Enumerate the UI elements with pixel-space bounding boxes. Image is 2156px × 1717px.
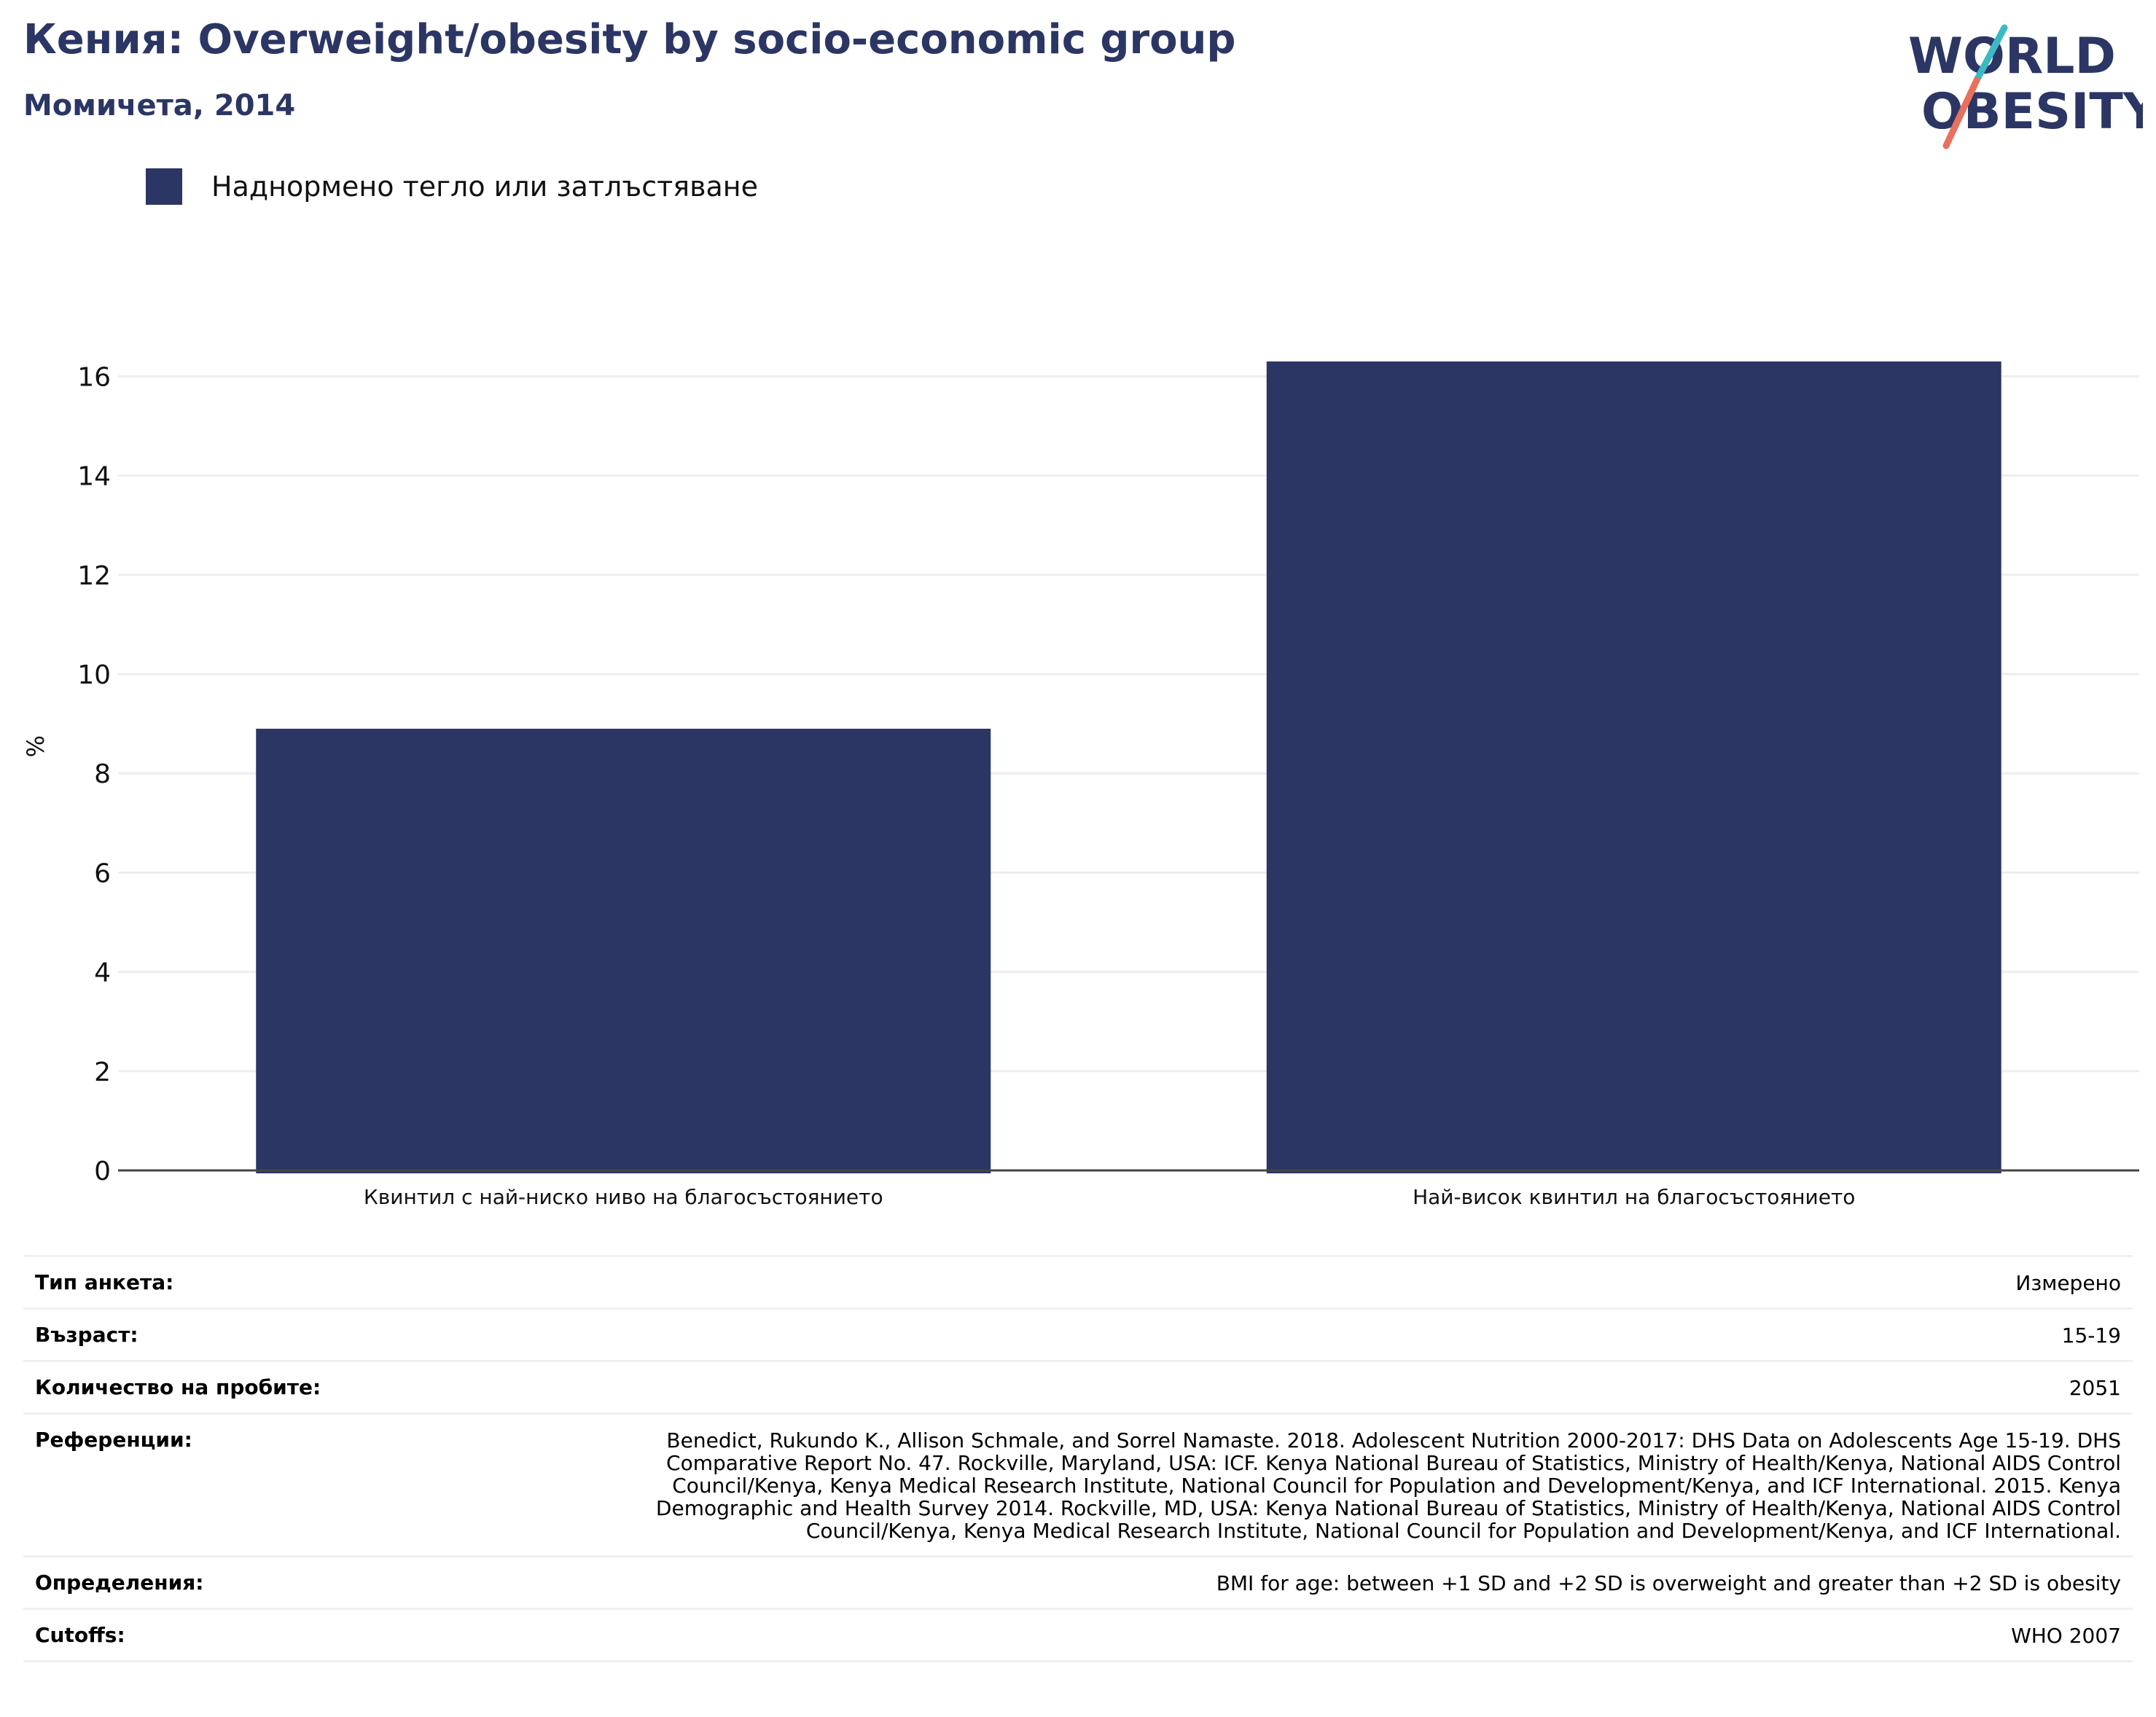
svg-text:OBESITY: OBESITY (1921, 83, 2143, 141)
meta-value: Измерено (2015, 1271, 2121, 1295)
bar (1266, 361, 2001, 1174)
y-tick-label: 14 (77, 462, 111, 492)
svg-text:WORLD: WORLD (1908, 28, 2116, 85)
chart-legend: Наднормено тегло или затлъстяване (146, 166, 758, 207)
meta-key: Референции: (35, 1428, 192, 1452)
x-axis-ticks: Квинтил с най-ниско ниво на благосъстоян… (364, 1185, 1856, 1209)
y-tick-label: 6 (94, 858, 111, 888)
meta-row-sample-size: Количество на пробите: 2051 (23, 1362, 2133, 1415)
meta-key: Количество на пробите: (35, 1375, 321, 1399)
x-tick-label: Най-висок квинтил на благосъстоянието (1413, 1185, 1855, 1209)
meta-value: BMI for age: between +1 SD and +2 SD is … (1216, 1571, 2121, 1595)
y-tick-label: 8 (94, 759, 111, 789)
legend-label: Наднормено тегло или затлъстяване (211, 171, 758, 203)
meta-value: WHO 2007 (2011, 1624, 2121, 1648)
y-tick-label: 10 (77, 660, 111, 690)
x-tick-label: Квинтил с най-ниско ниво на благосъстоян… (364, 1185, 883, 1209)
meta-row-definitions: Определения: BMI for age: between +1 SD … (23, 1557, 2133, 1610)
meta-value: 15-19 (2061, 1323, 2121, 1348)
world-obesity-logo: WORLD OBESITY (1908, 24, 2143, 149)
page-subtitle: Момичета, 2014 (23, 89, 296, 122)
meta-key: Cutoffs: (35, 1623, 125, 1647)
y-tick-label: 12 (77, 561, 111, 591)
y-tick-label: 4 (94, 958, 111, 988)
bar (256, 728, 991, 1173)
y-tick-label: 16 (77, 362, 111, 392)
meta-row-age: Възраст: 15-19 (23, 1310, 2133, 1362)
y-tick-label: 2 (94, 1057, 111, 1087)
meta-value: Benedict, Rukundo K., Allison Schmale, a… (655, 1428, 2121, 1543)
bars (256, 361, 2001, 1174)
y-tick-label: 0 (94, 1157, 111, 1186)
y-axis-label: % (22, 735, 50, 757)
meta-row-survey-type: Тип анкета: Измерено (23, 1257, 2133, 1310)
page-title: Кения: Overweight/obesity by socio-econo… (23, 16, 1236, 63)
meta-key: Тип анкета: (35, 1270, 174, 1294)
y-axis-ticks: 0 2 4 6 8 10 12 14 16 (77, 362, 111, 1186)
meta-row-cutoffs: Cutoffs: WHO 2007 (23, 1610, 2133, 1662)
legend-swatch (146, 168, 182, 205)
meta-value: 2051 (2069, 1376, 2121, 1400)
meta-key: Определения: (35, 1571, 204, 1595)
metadata-table: Тип анкета: Измерено Възраст: 15-19 Коли… (23, 1255, 2133, 1662)
meta-row-references: Референции: Benedict, Rukundo K., Alliso… (23, 1415, 2133, 1557)
bar-chart: 0 2 4 6 8 10 12 14 16 Квинтил с най-ниско ниво н… (22, 361, 2139, 1209)
meta-key: Възраст: (35, 1323, 138, 1347)
